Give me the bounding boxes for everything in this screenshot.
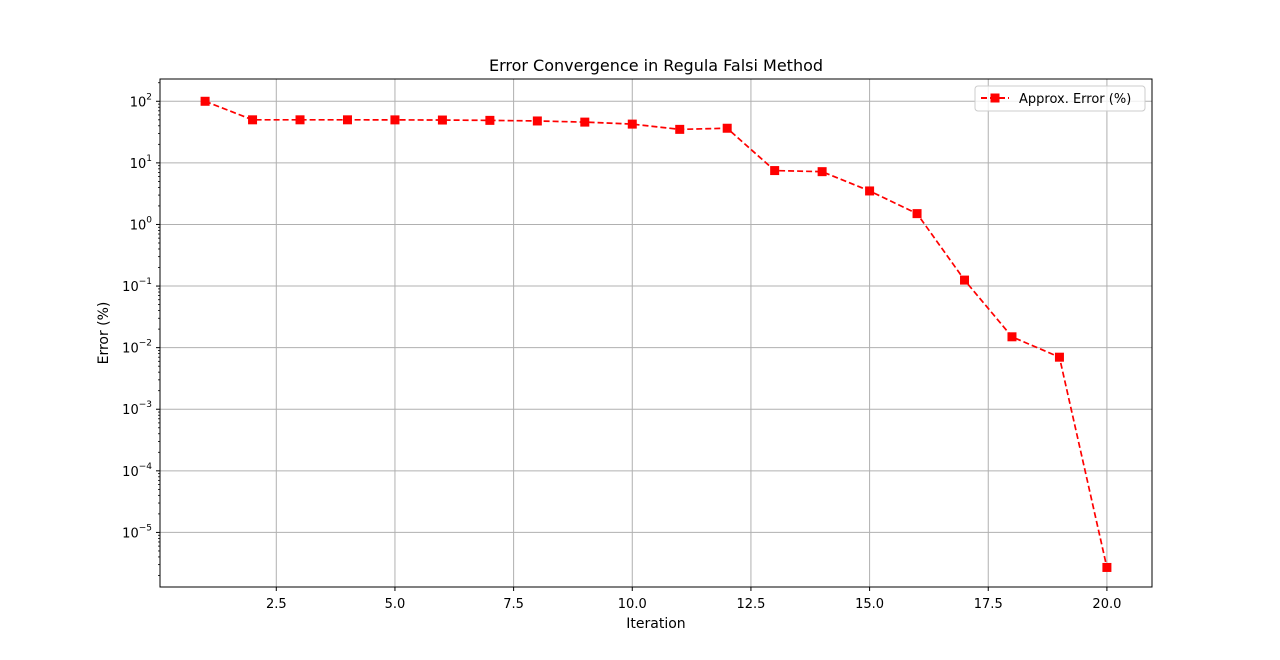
data-point bbox=[912, 209, 922, 219]
plot-area bbox=[159, 78, 1153, 588]
data-point bbox=[248, 115, 258, 125]
data-point bbox=[770, 166, 780, 176]
data-point bbox=[437, 115, 447, 125]
y-tick-label: 10−3 bbox=[122, 400, 152, 418]
y-axis-label: Error (%) bbox=[96, 302, 112, 365]
y-axis: 10−5 10−4 10−3 10−2 10−1 100 101 102 bbox=[122, 82, 160, 576]
data-point bbox=[1102, 562, 1112, 572]
x-axis-label: Iteration bbox=[626, 616, 685, 632]
x-tick-label: 7.5 bbox=[503, 597, 524, 612]
legend-marker-swatch bbox=[990, 93, 1000, 103]
data-point bbox=[675, 124, 685, 134]
data-point bbox=[627, 119, 637, 129]
data-point bbox=[580, 117, 590, 127]
legend-label: Approx. Error (%) bbox=[1019, 92, 1131, 107]
x-tick-label: 15.0 bbox=[855, 597, 884, 612]
legend: Approx. Error (%) bbox=[974, 85, 1146, 112]
data-point bbox=[1054, 352, 1064, 362]
data-point bbox=[960, 275, 970, 285]
x-tick-label: 12.5 bbox=[736, 597, 765, 612]
data-point bbox=[722, 123, 732, 133]
data-point bbox=[295, 115, 305, 125]
series-layer bbox=[200, 96, 1112, 572]
data-point bbox=[200, 96, 210, 106]
y-tick-label: 10−2 bbox=[122, 339, 152, 357]
y-tick-label: 10−5 bbox=[122, 523, 152, 541]
x-tick-label: 5.0 bbox=[385, 597, 406, 612]
y-tick-label: 102 bbox=[130, 92, 152, 110]
data-point bbox=[817, 167, 827, 177]
x-tick-label: 2.5 bbox=[266, 597, 287, 612]
data-point bbox=[532, 116, 542, 126]
legend-box bbox=[974, 85, 1146, 112]
plot-frame bbox=[159, 78, 1153, 588]
y-tick-label: 101 bbox=[130, 154, 152, 172]
y-tick-label: 10−4 bbox=[122, 462, 152, 480]
y-tick-label: 100 bbox=[130, 215, 153, 233]
x-tick-label: 10.0 bbox=[618, 597, 647, 612]
data-point bbox=[390, 115, 400, 125]
data-point bbox=[342, 115, 352, 125]
data-point bbox=[1007, 332, 1017, 342]
x-tick-label: 20.0 bbox=[1092, 597, 1121, 612]
grid-lines bbox=[160, 79, 1152, 587]
x-axis: 2.5 5.0 7.5 10.0 12.5 15.0 17.5 20.0 bbox=[266, 587, 1121, 612]
data-point bbox=[485, 115, 495, 125]
y-tick-label: 10−1 bbox=[122, 277, 152, 295]
series-line bbox=[204, 100, 1108, 568]
data-point bbox=[865, 186, 875, 196]
x-tick-label: 17.5 bbox=[974, 597, 1003, 612]
chart-title: Error Convergence in Regula Falsi Method bbox=[489, 56, 823, 75]
